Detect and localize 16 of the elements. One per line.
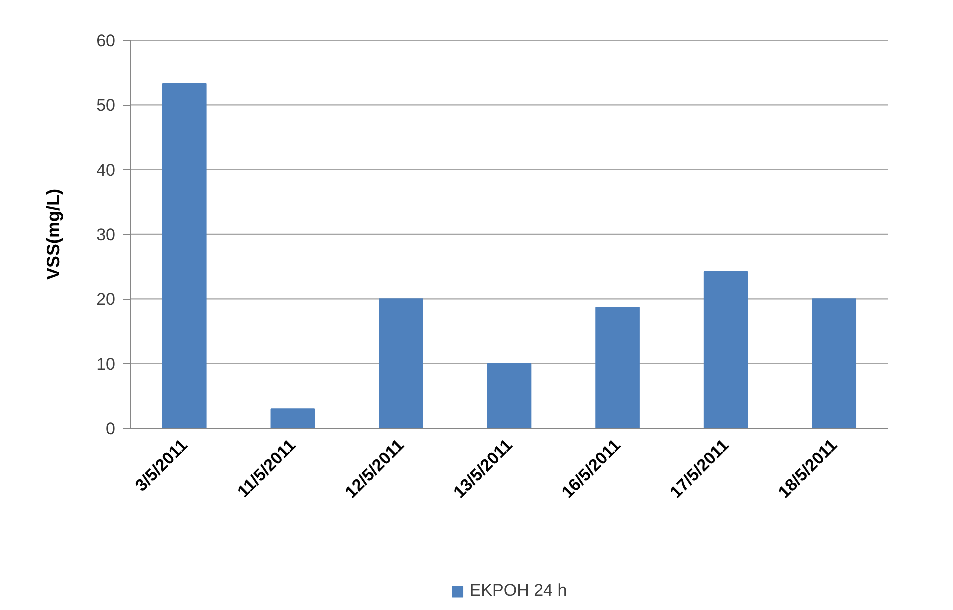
legend-label: ΕΚΡΟΗ 24 h xyxy=(470,581,568,601)
bar xyxy=(270,408,316,428)
y-tick-label: 20 xyxy=(96,290,116,310)
y-tick-label: 0 xyxy=(106,420,116,438)
bar xyxy=(596,307,640,428)
y-tick-label: 40 xyxy=(96,160,116,180)
bar xyxy=(487,363,532,428)
y-tick-label: 50 xyxy=(96,96,116,116)
bar xyxy=(704,272,748,428)
bar xyxy=(812,298,857,428)
y-tick-label: 10 xyxy=(96,354,116,374)
y-tick-label: 60 xyxy=(96,32,116,50)
bar xyxy=(379,298,424,428)
bar xyxy=(162,83,207,428)
y-tick-label: 30 xyxy=(96,226,116,244)
y-axis-title: VSS(mg/L) xyxy=(44,188,64,280)
